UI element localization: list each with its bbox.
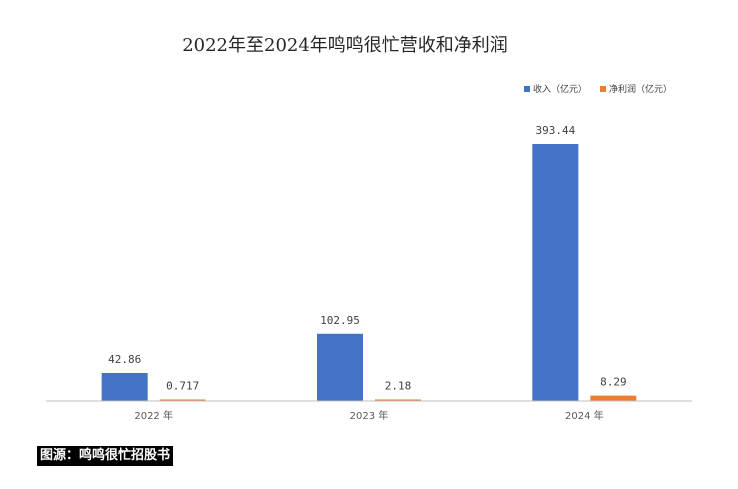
legend: 收入（亿元） 净利润（亿元） [524,83,672,95]
bar-net-profit [590,395,637,401]
legend-swatch [600,86,606,92]
bar-net-profit [375,399,421,401]
data-label: 102.95 [320,314,360,327]
bar-revenue [317,333,363,401]
chart-title: 2022年至2024年鸣鸣很忙营收和净利润 [182,35,508,56]
legend-swatch [524,86,530,92]
value-labels: 42.86 0.717 102.95 2.18 393.44 8.29 [108,124,626,393]
bar-revenue [101,373,148,401]
legend-label: 收入（亿元） [533,83,587,95]
data-label: 393.44 [535,124,575,137]
x-tick-label: 2022 年 [134,409,173,422]
x-tick-label: 2023 年 [350,409,389,422]
x-tick-label: 2024 年 [565,409,604,422]
data-label: 8.29 [600,376,627,389]
bar-revenue [532,144,579,401]
bars [101,144,637,401]
data-label: 0.717 [166,380,199,393]
legend-label: 净利润（亿元） [609,83,672,95]
source-caption: 图源：鸣鸣很忙招股书 [37,446,174,466]
bar-net-profit [159,399,206,401]
x-tick-labels: 2022 年 2023 年 2024 年 [134,409,603,422]
data-label: 2.18 [385,380,412,393]
data-label: 42.86 [108,353,141,366]
